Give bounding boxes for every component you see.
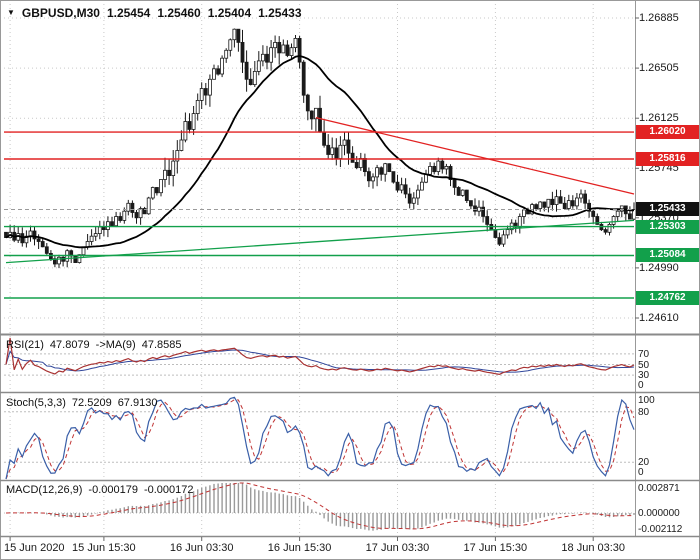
price-level-tag[interactable]: 1.25084 <box>636 248 699 263</box>
chart-marker-icon: ▼ <box>7 8 15 17</box>
time-axis-label: 17 Jun 15:30 <box>463 542 528 554</box>
price-level-tag[interactable]: 1.25816 <box>636 151 699 166</box>
stoch-value: 72.5209 <box>71 397 112 409</box>
indicator-axis-label: 0 <box>638 380 644 391</box>
indicator-axis-label: 0 <box>638 467 644 478</box>
price-level-tag[interactable]: 1.25303 <box>636 219 699 234</box>
time-axis-label: 18 Jun 03:30 <box>561 542 626 554</box>
symbol-timeframe-label: GBPUSD,M30 <box>21 6 100 20</box>
quote-close: 1.25433 <box>258 6 302 20</box>
indicator-axis-label: 20 <box>638 457 650 469</box>
macd-signal-value: -0.000172 <box>143 484 194 496</box>
price-level-tag[interactable]: 1.25433 <box>636 202 699 217</box>
quote-open: 1.25454 <box>106 6 151 20</box>
rsi-ma-name: ->MA(9) <box>95 339 136 351</box>
indicator-axis-label: 0.002871 <box>638 483 680 494</box>
price-axis-label: 1.24990 <box>639 261 679 274</box>
rsi-value: 47.8079 <box>49 339 90 351</box>
time-axis-label: 17 Jun 03:30 <box>365 542 430 554</box>
price-level-tag[interactable]: 1.26020 <box>636 125 699 140</box>
price-axis-label: 1.26505 <box>639 62 679 75</box>
rsi-indicator-title: RSI(21) 47.8079 ->MA(9) 47.8585 <box>6 339 181 351</box>
stoch-indicator-title: Stoch(5,3,3) 72.5209 67.9130 <box>6 397 157 409</box>
indicator-axis-label: 30 <box>638 370 650 382</box>
chart-title-bar: ▼ GBPUSD,M30 1.25454 1.25460 1.25404 1.2… <box>7 6 302 20</box>
macd-indicator-title: MACD(12,26,9) -0.000179 -0.000172 <box>6 484 194 496</box>
price-axis-label: 1.26125 <box>639 112 679 125</box>
rsi-panel <box>4 337 635 376</box>
indicator-axis-label: 70 <box>638 348 650 360</box>
time-axis-label: 15 Jun 15:30 <box>72 542 136 554</box>
macd-name: MACD(12,26,9) <box>6 484 83 496</box>
price-axis-label: 1.26885 <box>639 12 679 24</box>
time-axis-label: 15 Jun 2020 <box>4 542 65 554</box>
macd-panel <box>4 482 635 531</box>
indicator-axis-label: 50 <box>638 359 650 371</box>
indicator-axis-label: -0.002112 <box>638 524 683 535</box>
stoch-panel <box>4 396 635 480</box>
quote-high: 1.25460 <box>157 6 201 20</box>
stoch-signal-value: 67.9130 <box>117 397 158 409</box>
time-axis-label: 16 Jun 15:30 <box>267 542 332 554</box>
quote-low: 1.25404 <box>207 6 252 20</box>
indicator-axis-label: 0.000000 <box>638 507 680 519</box>
indicator-axis-label: 100 <box>638 395 655 406</box>
time-axis-label: 16 Jun 03:30 <box>169 542 234 554</box>
trend-lines <box>5 116 635 264</box>
price-level-tag[interactable]: 1.24762 <box>636 290 699 305</box>
stoch-name: Stoch(5,3,3) <box>6 397 66 409</box>
indicator-axis-label: 80 <box>638 406 650 418</box>
level-lines <box>4 131 634 299</box>
macd-value: -0.000179 <box>88 484 138 496</box>
rsi-name: RSI(21) <box>6 339 44 351</box>
rsi-ma-value: 47.8585 <box>141 339 182 351</box>
price-axis-label: 1.24610 <box>639 311 679 324</box>
ma-line <box>5 54 635 249</box>
